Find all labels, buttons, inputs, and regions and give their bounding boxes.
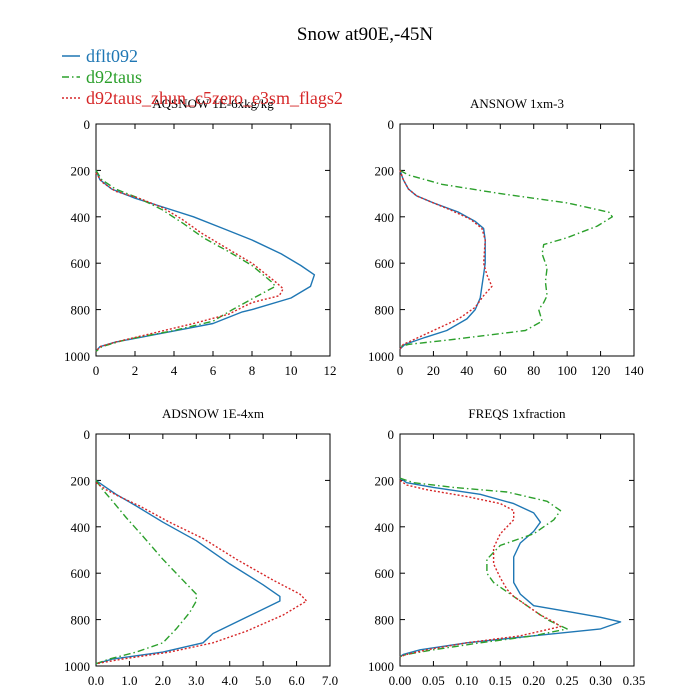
x-tick-label: 0.10 (455, 673, 478, 688)
x-tick-label: 120 (591, 363, 611, 378)
x-tick-label: 2 (132, 363, 139, 378)
plot-frame (399, 433, 635, 667)
y-tick-label: 1000 (64, 349, 90, 364)
x-tick-label: 1.0 (121, 673, 137, 688)
y-tick-label: 800 (71, 613, 91, 628)
panel-3: ADSNOW 1E-4xm 0.0 1.0 2.0 3.0 4.0 5.0 6.0 7.0 0 20… (64, 406, 338, 688)
y-tick-label: 200 (375, 473, 395, 488)
x-tick-label: 0 (93, 363, 100, 378)
legend: dflt092d92tausd92taus_zhun_c5zero_e3sm_f… (62, 46, 343, 108)
series-line-dflt092 (95, 170, 316, 352)
x-tick-label: 20 (427, 363, 440, 378)
legend-label: d92taus (86, 67, 142, 87)
x-tick-label: 60 (494, 363, 507, 378)
legend-label: d92taus_zhun_c5zero_e3sm_flags2 (86, 88, 343, 108)
x-tick-label: 3.0 (188, 673, 204, 688)
x-tick-label: 0.15 (489, 673, 512, 688)
y-tick-label: 0 (388, 117, 395, 132)
y-tick-label: 800 (375, 613, 395, 628)
y-tick-label: 200 (375, 163, 395, 178)
y-tick-label: 1000 (368, 349, 394, 364)
x-tick-label: 0.0 (88, 673, 104, 688)
y-tick-label: 200 (71, 473, 91, 488)
x-tick-label: 0 (397, 363, 404, 378)
y-tick-label: 600 (71, 256, 91, 271)
panel-2: ANSNOW 1xm-3 0 20 40 60 80 100 120 140 0 200 400 600… (368, 96, 644, 378)
y-tick-label: 600 (375, 566, 395, 581)
x-tick-label: 8 (249, 363, 256, 378)
y-tick-label: 0 (388, 427, 395, 442)
x-tick-label: 5.0 (255, 673, 271, 688)
x-tick-label: 140 (624, 363, 644, 378)
y-tick-label: 0 (84, 427, 91, 442)
x-tick-label: 2.0 (155, 673, 171, 688)
y-tick-label: 1000 (64, 659, 90, 674)
x-tick-label: 0.25 (556, 673, 579, 688)
panels: AQSNOW 1E-6xkg/kg0 2 4 6 8 10 1202004006008001… (64, 96, 645, 688)
x-tick-label: 80 (527, 363, 540, 378)
y-tick-label: 600 (71, 566, 91, 581)
series-line-d92taus_zhun_c5zero_e3sm_flags2 (399, 479, 562, 658)
legend-label: dflt092 (86, 46, 138, 66)
series-line-dflt092 (399, 170, 486, 350)
x-tick-label: 0.20 (522, 673, 545, 688)
series-line-d92taus (399, 169, 613, 348)
y-tick-label: 400 (375, 520, 395, 535)
figure-title: Snow at90E,-45N (297, 24, 433, 45)
x-tick-label: 7.0 (322, 673, 338, 688)
plot-frame (399, 123, 635, 357)
x-tick-label: 0.35 (623, 673, 646, 688)
panel-title: FREQS 1xfraction (468, 406, 566, 421)
series-line-dflt092 (399, 477, 622, 658)
x-tick-label: 40 (460, 363, 473, 378)
y-tick-label: 800 (375, 303, 395, 318)
x-tick-label: 10 (285, 363, 298, 378)
x-tick-label: 0.00 (389, 673, 412, 688)
series-line-d92taus (95, 479, 197, 665)
x-tick-label: 100 (557, 363, 577, 378)
series-line-d92taus_zhun_c5zero_e3sm_flags2 (399, 170, 493, 350)
series-line-d92taus_zhun_c5zero_e3sm_flags2 (95, 482, 308, 665)
x-tick-label: 0.30 (589, 673, 612, 688)
x-tick-label: 0.05 (422, 673, 445, 688)
plot-frame (95, 433, 331, 667)
panel-title: AQSNOW 1E-6xkg/kg (152, 96, 274, 111)
panel-title: ADSNOW 1E-4xm (162, 406, 264, 421)
series-line-d92taus (399, 477, 568, 658)
series-line-d92taus (95, 170, 277, 352)
x-tick-label: 6 (210, 363, 217, 378)
panel-4: FREQS 1xfraction 0.00 0.05 0.10 0.15 0.20 0.25… (368, 406, 645, 688)
y-tick-label: 200 (71, 163, 91, 178)
x-tick-label: 4 (171, 363, 178, 378)
panel-title: ANSNOW 1xm-3 (470, 96, 564, 111)
y-tick-label: 600 (375, 256, 395, 271)
y-tick-label: 400 (71, 210, 91, 225)
y-tick-label: 1000 (368, 659, 394, 674)
x-tick-label: 4.0 (222, 673, 238, 688)
y-tick-label: 0 (84, 117, 91, 132)
series-line-dflt092 (95, 479, 281, 665)
y-tick-label: 400 (375, 210, 395, 225)
y-tick-label: 800 (71, 303, 91, 318)
x-tick-label: 12 (324, 363, 337, 378)
series-line-d92taus_zhun_c5zero_e3sm_flags2 (95, 172, 284, 352)
panel-1: AQSNOW 1E-6xkg/kg 0 2 4 6 8 10 12 0 200 400 600 800 1… (64, 96, 337, 378)
y-tick-label: 400 (71, 520, 91, 535)
x-tick-label: 6.0 (288, 673, 304, 688)
